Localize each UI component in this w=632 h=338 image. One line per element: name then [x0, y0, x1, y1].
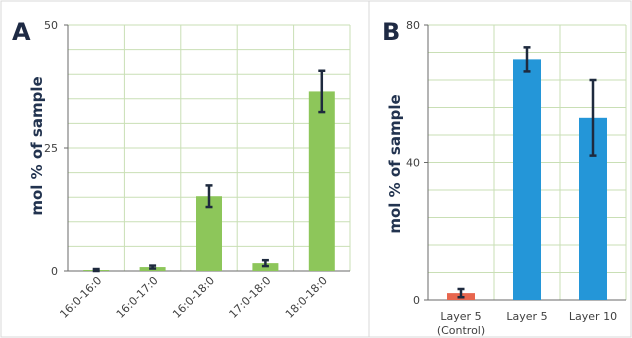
panel-a-letter: A	[12, 18, 31, 46]
panel-a-bar-4	[308, 91, 335, 271]
panel-b-bar-1	[513, 59, 541, 300]
panel-a: A mol % of sample 0 25 50 16:0-16:0 16:0-17:…	[0, 0, 370, 338]
panel-a-y-axis-label: mol % of sample	[28, 76, 46, 215]
panel-b-y-tick-label-2: 80	[406, 19, 420, 32]
panel-a-y-tick-label-0: 0	[51, 265, 58, 278]
panel-b: B mol % of sample 0 40 80 Layer 5 (Control) L…	[368, 0, 632, 338]
panel-b-y-tick-label-0: 0	[413, 294, 420, 307]
panel-b-x-tick-label-1: Layer 5	[506, 310, 547, 323]
panel-b-letter: B	[382, 18, 400, 46]
panel-b-x-tick-label-2: Layer 10	[569, 310, 617, 323]
panel-b-border	[368, 0, 632, 338]
panel-a-y-tick-label-1: 25	[44, 142, 58, 155]
panel-a-x-tick-label-2: 16:0-18:0	[170, 274, 217, 321]
panel-a-x-tick-label-1: 16:0-17:0	[114, 274, 161, 321]
panel-a-x-tick-label-4: 18:0-18:0	[283, 274, 330, 321]
panel-a-y-tick-label-2: 50	[44, 19, 58, 32]
panel-b-y-axis-label: mol % of sample	[386, 94, 404, 233]
panel-a-x-tick-label-3: 17:0-18:0	[227, 274, 274, 321]
panel-a-x-tick-label-0: 16:0-16:0	[57, 274, 104, 321]
panel-a-bar-2	[196, 196, 222, 271]
panel-b-x-tick-label-0: Layer 5 (Control)	[437, 310, 485, 337]
panel-b-y-tick-label-1: 40	[406, 157, 420, 170]
